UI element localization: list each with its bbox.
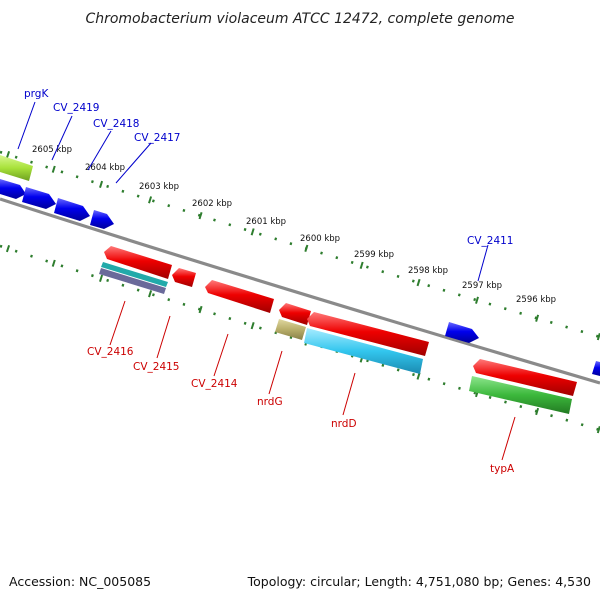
tick-label-2601: 2601 kbp — [246, 217, 286, 227]
inner-ruler-tick — [51, 259, 56, 267]
outer-ruler — [0, 150, 600, 339]
CV_2411-cds[interactable] — [445, 322, 479, 343]
CV_2415-cds[interactable] — [172, 268, 196, 287]
gene-label-CV_2417[interactable]: CV_2417 — [134, 132, 181, 144]
outer-ruler-tick — [250, 228, 255, 236]
CV_2416-teal-feature[interactable] — [101, 262, 168, 287]
genome-summary-text: Topology: circular; Length: 4,751,080 bp… — [247, 574, 591, 589]
CV_2414-cds[interactable] — [205, 280, 274, 313]
prgK-feature[interactable] — [0, 155, 33, 181]
tick-labels: 2605 kbp 2604 kbp 2603 kbp 2602 kbp 2601… — [32, 145, 556, 305]
outer-ruler-tick — [5, 150, 11, 159]
gene-label-CV_2411[interactable]: CV_2411 — [467, 235, 514, 247]
outer-ruler-tick — [535, 314, 540, 322]
outer-ruler-tick — [304, 244, 309, 252]
reverse-labels: CV_2416 CV_2415 CV_2414 nrdG nrdD typA — [87, 346, 515, 475]
nrdD-cds[interactable] — [307, 312, 429, 356]
CV_2414-leader — [213, 333, 229, 377]
gene-label-typA[interactable]: typA — [490, 463, 515, 475]
gene-label-CV_2418[interactable]: CV_2418 — [93, 118, 140, 130]
tick-label-2600: 2600 kbp — [300, 234, 340, 244]
inner-ruler-tick — [250, 322, 255, 330]
CV_2418-cds[interactable] — [54, 198, 90, 221]
typA-leader — [501, 416, 516, 461]
forward-features — [0, 155, 600, 376]
forward-leaders — [17, 101, 489, 282]
tick-label-2596: 2596 kbp — [516, 295, 556, 305]
inner-ruler — [0, 244, 600, 432]
CV_2419-leader — [51, 115, 73, 161]
tick-label-2604: 2604 kbp — [85, 163, 125, 173]
gene-label-CV_2414[interactable]: CV_2414 — [191, 378, 238, 390]
outer-ruler-tick — [99, 180, 104, 189]
tick-label-2599: 2599 kbp — [354, 250, 394, 260]
gene-label-prgK[interactable]: prgK — [24, 88, 49, 100]
tick-label-2605: 2605 kbp — [32, 145, 72, 155]
CV_2417-cds[interactable] — [90, 210, 114, 229]
inner-ruler-tick — [5, 244, 11, 253]
CV_2416-slate-feature[interactable] — [99, 268, 166, 294]
tick-label-2598: 2598 kbp — [408, 266, 448, 276]
outer-ruler-tick — [359, 261, 364, 269]
forward-labels: prgK CV_2419 CV_2418 CV_2417 CV_2411 — [24, 88, 514, 247]
outer-ruler-tick — [475, 296, 479, 304]
forward-cds-edge[interactable] — [592, 361, 600, 376]
outer-ruler-tick — [416, 278, 421, 287]
outer-ruler-tick — [51, 165, 56, 173]
reverse-leaders — [109, 300, 516, 461]
gene-label-CV_2419[interactable]: CV_2419 — [53, 102, 100, 114]
outer-ruler-tick — [596, 333, 600, 341]
CV_2415-leader — [156, 315, 171, 359]
gene-label-nrdD[interactable]: nrdD — [331, 418, 357, 430]
nrdG-leader — [268, 350, 283, 395]
CV_2417-leader — [115, 142, 152, 184]
CV_2419-cds[interactable] — [22, 187, 56, 209]
prgK-leader — [17, 101, 36, 150]
nrdG-feature[interactable] — [275, 319, 306, 340]
typA-cds[interactable] — [473, 359, 577, 396]
gene-label-nrdG[interactable]: nrdG — [257, 396, 283, 408]
gene-label-CV_2416[interactable]: CV_2416 — [87, 346, 134, 358]
forward-cds-1[interactable] — [0, 179, 26, 199]
gene-label-CV_2415[interactable]: CV_2415 — [133, 361, 180, 373]
CV_2416-cds[interactable] — [104, 246, 172, 279]
inner-ruler-tick — [148, 290, 153, 298]
nrdG-cds[interactable] — [279, 303, 311, 325]
CV_2411-leader — [477, 244, 489, 282]
inner-ruler-tick — [416, 372, 421, 380]
accession-text: Accession: NC_005085 — [9, 574, 151, 589]
map-title: Chromobacterium violaceum ATCC 12472, co… — [85, 11, 514, 27]
inner-ruler-tick — [535, 407, 540, 416]
inner-ruler-tick — [198, 305, 203, 314]
genome-backbone — [0, 197, 600, 385]
outer-ruler-tick — [198, 212, 203, 220]
CV_2416-leader — [109, 300, 126, 346]
inner-ruler-tick — [596, 426, 600, 434]
tick-label-2602: 2602 kbp — [192, 199, 232, 209]
CV_2418-leader — [87, 130, 112, 171]
reverse-features — [99, 246, 577, 414]
outer-ruler-tick — [148, 196, 153, 204]
inner-ruler-tick — [99, 274, 104, 282]
tick-label-2597: 2597 kbp — [462, 281, 502, 291]
nrdD-leader — [342, 372, 356, 416]
nrdD-feature[interactable] — [304, 328, 423, 374]
tick-label-2603: 2603 kbp — [139, 182, 179, 192]
typA-feature[interactable] — [469, 376, 572, 414]
